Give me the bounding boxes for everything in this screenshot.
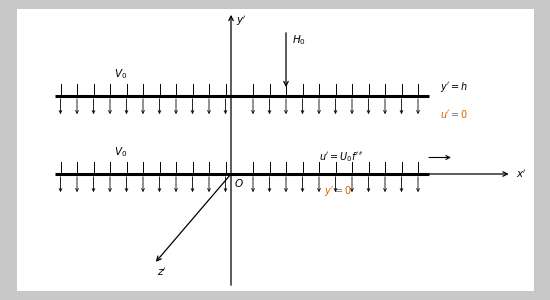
Text: $O$: $O$: [234, 177, 244, 189]
Text: $x'$: $x'$: [516, 168, 527, 180]
Text: $u' = 0$: $u' = 0$: [440, 108, 468, 120]
FancyBboxPatch shape: [16, 9, 534, 291]
Text: $H_0$: $H_0$: [292, 33, 305, 47]
Text: $V_0$: $V_0$: [114, 145, 128, 159]
Text: $y' = h$: $y' = h$: [440, 80, 468, 94]
Text: $V_0$: $V_0$: [114, 67, 128, 81]
Text: $y'$: $y'$: [236, 14, 248, 28]
Text: $z'$: $z'$: [157, 266, 167, 278]
Text: $y' = 0$: $y' = 0$: [324, 184, 353, 197]
Text: $u' = U_0 f'^{\prime\prime}$: $u' = U_0 f'^{\prime\prime}$: [319, 151, 364, 164]
